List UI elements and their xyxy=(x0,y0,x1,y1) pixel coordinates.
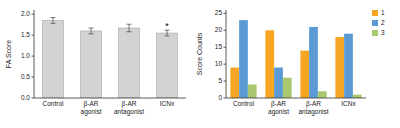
y-tick xyxy=(32,14,35,15)
legend-swatch xyxy=(372,20,378,26)
y-tick-label: 1.0 xyxy=(21,52,30,59)
marks xyxy=(230,20,361,98)
bar xyxy=(230,68,239,98)
y-tick xyxy=(32,35,35,36)
y-tick xyxy=(32,56,35,57)
x-tick-label-line: ICNx xyxy=(160,100,175,107)
bar xyxy=(283,78,292,98)
chart-panel: 0.0 0.5 1.0 1.5 2.0 Control β-ARagonist β-ARant… xyxy=(5,10,186,116)
y-tick xyxy=(224,98,227,99)
x-tick-label-line: Control xyxy=(43,100,65,107)
error-cap xyxy=(51,17,56,18)
y-tick-label: 0.0 xyxy=(21,94,30,101)
bar xyxy=(81,31,102,98)
y-tick-label: 10 xyxy=(215,60,223,67)
error-bar xyxy=(127,24,132,32)
x-tick-label-line: antagonist xyxy=(114,108,144,116)
error-bar xyxy=(89,28,94,34)
legend-label: 1 xyxy=(381,9,385,16)
y-tick-label: 20 xyxy=(215,26,223,33)
bar xyxy=(353,95,362,98)
bar xyxy=(248,84,257,98)
y-tick-label: 2.0 xyxy=(21,10,30,17)
x-axis-line xyxy=(226,98,366,99)
error-line xyxy=(53,18,54,24)
y-axis-line xyxy=(226,10,227,98)
bar xyxy=(265,30,274,98)
bar xyxy=(119,28,140,98)
x-tick-label: β-ARantagonist xyxy=(114,100,144,116)
x-tick-label-line: agonist xyxy=(268,108,289,116)
x-tick-label-line: ICNx xyxy=(341,100,356,107)
y-axis-label: FA Score xyxy=(5,40,12,69)
bar xyxy=(309,27,318,98)
bar xyxy=(239,20,248,98)
y-tick-label: 5 xyxy=(218,77,222,84)
y-tick-label: 25 xyxy=(215,9,223,16)
error-line xyxy=(91,28,92,34)
bar xyxy=(300,51,309,98)
x-tick-label: ICNx xyxy=(160,100,175,107)
error-cap xyxy=(127,31,132,32)
error-cap xyxy=(51,23,56,24)
legend-label: 2 xyxy=(381,19,385,26)
x-tick-label: Control xyxy=(233,100,255,107)
y-axis-label: Score Counts xyxy=(196,32,203,75)
y-tick-label: 15 xyxy=(215,43,223,50)
marks xyxy=(43,18,178,98)
y-tick xyxy=(224,64,227,65)
legend-label: 3 xyxy=(381,29,385,36)
x-tick-label-line: agonist xyxy=(81,108,102,116)
y-tick xyxy=(32,77,35,78)
bar xyxy=(43,20,64,98)
legend-swatch xyxy=(372,30,378,36)
y-tick xyxy=(224,47,227,48)
y-tick xyxy=(224,13,227,14)
error-cap xyxy=(89,33,94,34)
bar xyxy=(274,68,283,98)
x-tick-label: β-ARagonist xyxy=(81,100,102,116)
x-tick-label-line: antagonist xyxy=(299,108,329,116)
bar xyxy=(335,37,344,98)
error-bar xyxy=(51,18,56,24)
bar xyxy=(344,34,353,98)
chart-panel: 0 5 10 15 20 25 Control β-ARagonist β-ARantagoni… xyxy=(196,9,385,116)
x-tick-label: β-ARagonist xyxy=(268,100,289,116)
annotation: * xyxy=(165,21,169,31)
y-tick xyxy=(224,81,227,82)
y-tick-label: 0.5 xyxy=(21,73,30,80)
bar xyxy=(157,33,178,98)
x-tick-label: Control xyxy=(43,100,65,107)
y-tick-label: 1.5 xyxy=(21,31,30,38)
y-axis-line xyxy=(34,10,35,98)
x-tick-label-line: Control xyxy=(233,100,255,107)
y-tick xyxy=(32,98,35,99)
y-tick xyxy=(224,30,227,31)
bar xyxy=(318,91,327,98)
error-cap xyxy=(165,35,170,36)
error-cap xyxy=(89,28,94,29)
error-cap xyxy=(127,24,132,25)
y-tick-label: 0 xyxy=(218,94,222,101)
legend-swatch xyxy=(372,10,378,16)
x-tick-label: ICNx xyxy=(341,100,356,107)
error-line xyxy=(129,24,130,32)
x-axis-line xyxy=(34,98,186,99)
chart-root: 0.0 0.5 1.0 1.5 2.0 Control β-ARagonist β-ARant… xyxy=(0,0,400,128)
x-tick-label: β-ARantagonist xyxy=(299,100,329,116)
